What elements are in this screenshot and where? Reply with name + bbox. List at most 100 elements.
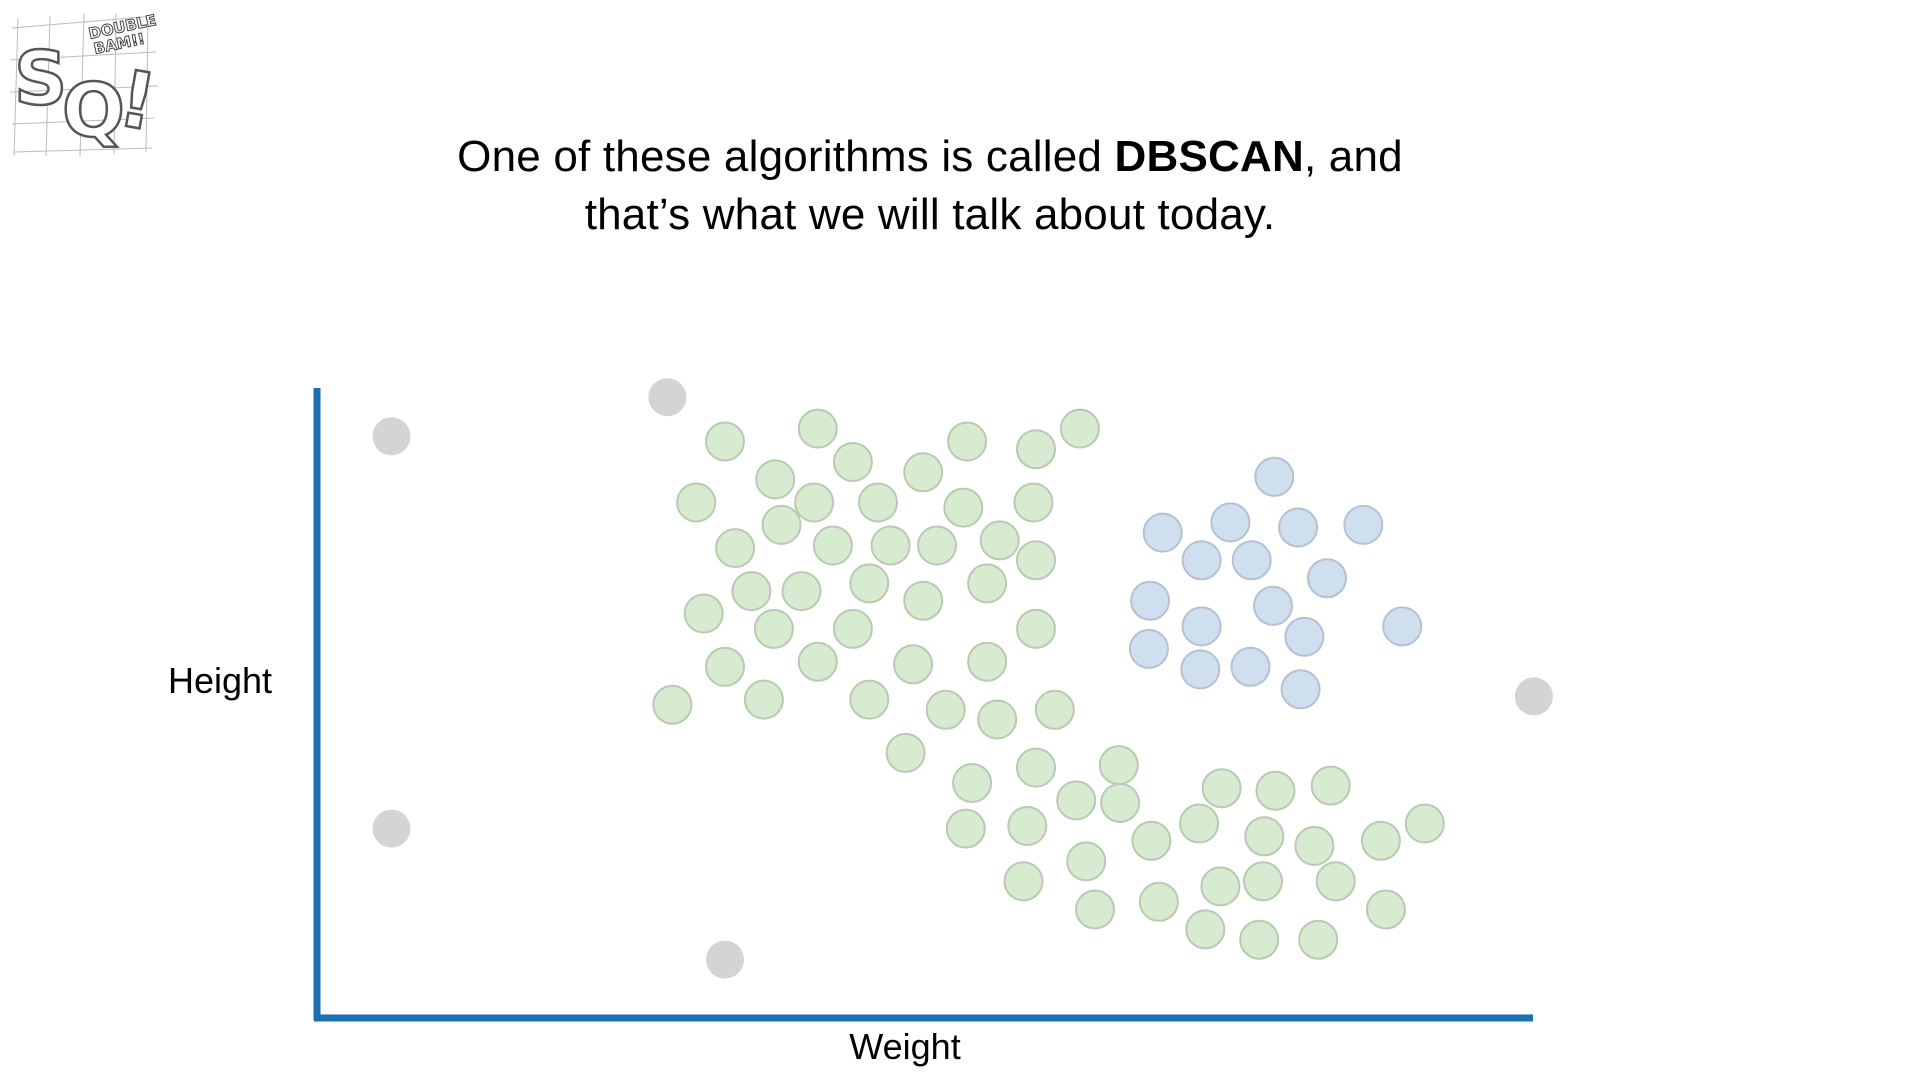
blue-cluster-point — [1253, 585, 1293, 626]
green-cluster-point — [1179, 803, 1220, 844]
green-cluster-point — [849, 679, 890, 720]
green-cluster-point — [967, 563, 1008, 604]
green-cluster-point — [943, 487, 984, 528]
blue-cluster-point — [1284, 616, 1325, 657]
green-cluster-point — [1138, 881, 1179, 922]
green-cluster-point — [1365, 889, 1406, 930]
blue-cluster-point — [1231, 540, 1272, 581]
green-cluster-point — [705, 646, 745, 687]
blue-cluster-point — [1128, 628, 1169, 669]
blue-cluster-point — [1142, 512, 1183, 553]
green-cluster-point — [1066, 841, 1107, 882]
green-cluster-point — [1016, 747, 1056, 788]
blue-cluster-point — [1254, 456, 1295, 497]
green-cluster-point — [870, 525, 911, 566]
green-cluster-point — [925, 689, 966, 730]
statquest-logo: DOUBLE BAM!! S Q ! — [9, 10, 164, 157]
green-cluster-point — [903, 580, 944, 621]
green-cluster-point — [1255, 770, 1296, 811]
blue-cluster-point — [1343, 504, 1384, 545]
green-cluster-point — [676, 482, 717, 523]
blue-cluster-point — [1180, 649, 1221, 690]
y-axis-label: Height — [167, 660, 273, 701]
green-cluster-point — [832, 608, 873, 649]
green-cluster-point — [1098, 745, 1139, 786]
blue-cluster-point — [1278, 507, 1319, 548]
caption-keyword: DBSCAN — [1114, 132, 1304, 181]
blue-cluster-point — [1280, 669, 1321, 710]
green-cluster-point — [952, 763, 993, 803]
green-cluster-point — [1243, 861, 1283, 902]
green-cluster-point — [885, 732, 926, 773]
slide-caption: One of these algorithms is called DBSCAN… — [360, 128, 1500, 244]
green-cluster-point — [797, 408, 838, 449]
blue-cluster-point — [1307, 558, 1347, 599]
caption-line-2: that’s what we will talk about today. — [584, 190, 1276, 239]
green-cluster-point — [753, 608, 794, 649]
logo-sketch-grid — [9, 13, 159, 157]
blue-cluster-point — [1230, 646, 1271, 687]
green-cluster-point — [731, 571, 772, 612]
green-cluster-point — [1075, 889, 1115, 930]
green-cluster-point — [1244, 816, 1285, 857]
green-cluster-point — [683, 593, 724, 634]
green-cluster-point — [1003, 861, 1044, 902]
green-cluster-point — [1315, 861, 1356, 902]
green-cluster-point — [1200, 866, 1241, 907]
green-cluster-point — [761, 504, 802, 545]
noise-point — [706, 940, 744, 979]
x-axis-label: Weight — [849, 1026, 961, 1067]
green-cluster-point — [1007, 806, 1048, 846]
caption-line-1: One of these algorithms is called DBSCAN… — [457, 132, 1403, 181]
green-cluster-point — [967, 641, 1008, 682]
green-cluster-point — [1100, 782, 1141, 823]
green-cluster-point — [715, 528, 756, 569]
green-cluster-point — [652, 684, 693, 725]
blue-cluster-point — [1210, 502, 1251, 543]
green-cluster-point — [1131, 820, 1172, 861]
noise-point — [648, 378, 687, 417]
green-cluster-point — [977, 699, 1018, 740]
green-cluster-point — [917, 525, 957, 566]
green-cluster-point — [812, 525, 853, 566]
green-cluster-point — [1310, 765, 1351, 806]
green-cluster-point — [1294, 825, 1335, 866]
green-cluster-point — [849, 563, 890, 604]
green-cluster-point — [1056, 780, 1097, 821]
blue-cluster-point — [1181, 540, 1222, 581]
noise-point — [1514, 677, 1553, 716]
logo-letter-q: Q — [62, 68, 125, 154]
green-cluster-point — [1016, 540, 1056, 581]
green-cluster-point — [858, 482, 898, 523]
green-cluster-point — [1059, 408, 1100, 449]
green-cluster-point — [1404, 803, 1445, 844]
green-cluster-point — [755, 459, 796, 500]
logo-letter-s: S — [14, 36, 67, 122]
noise-point — [372, 417, 411, 456]
green-cluster-point — [1239, 919, 1280, 960]
green-cluster-point — [1034, 689, 1075, 730]
green-cluster-point — [1016, 608, 1056, 649]
green-cluster-point — [1298, 919, 1339, 960]
green-cluster-point — [781, 571, 822, 612]
green-cluster-point — [893, 644, 934, 685]
green-cluster-point — [1360, 820, 1401, 861]
noise-point — [372, 809, 411, 848]
green-cluster-point — [743, 679, 784, 720]
green-cluster-point — [794, 482, 835, 523]
green-cluster-point — [797, 641, 838, 682]
green-cluster-point — [945, 808, 986, 849]
green-cluster-point — [705, 421, 745, 462]
green-cluster-point — [1016, 429, 1056, 470]
green-cluster-point — [1013, 482, 1054, 523]
green-cluster-point — [832, 442, 873, 482]
green-cluster-point — [947, 421, 988, 462]
blue-cluster-point — [1181, 606, 1222, 647]
green-cluster-point — [903, 452, 944, 493]
green-cluster-point — [1201, 768, 1242, 809]
green-cluster-point — [1185, 909, 1226, 950]
blue-cluster-point — [1130, 580, 1171, 621]
green-cluster-point — [979, 520, 1020, 561]
blue-cluster-point — [1382, 606, 1423, 647]
